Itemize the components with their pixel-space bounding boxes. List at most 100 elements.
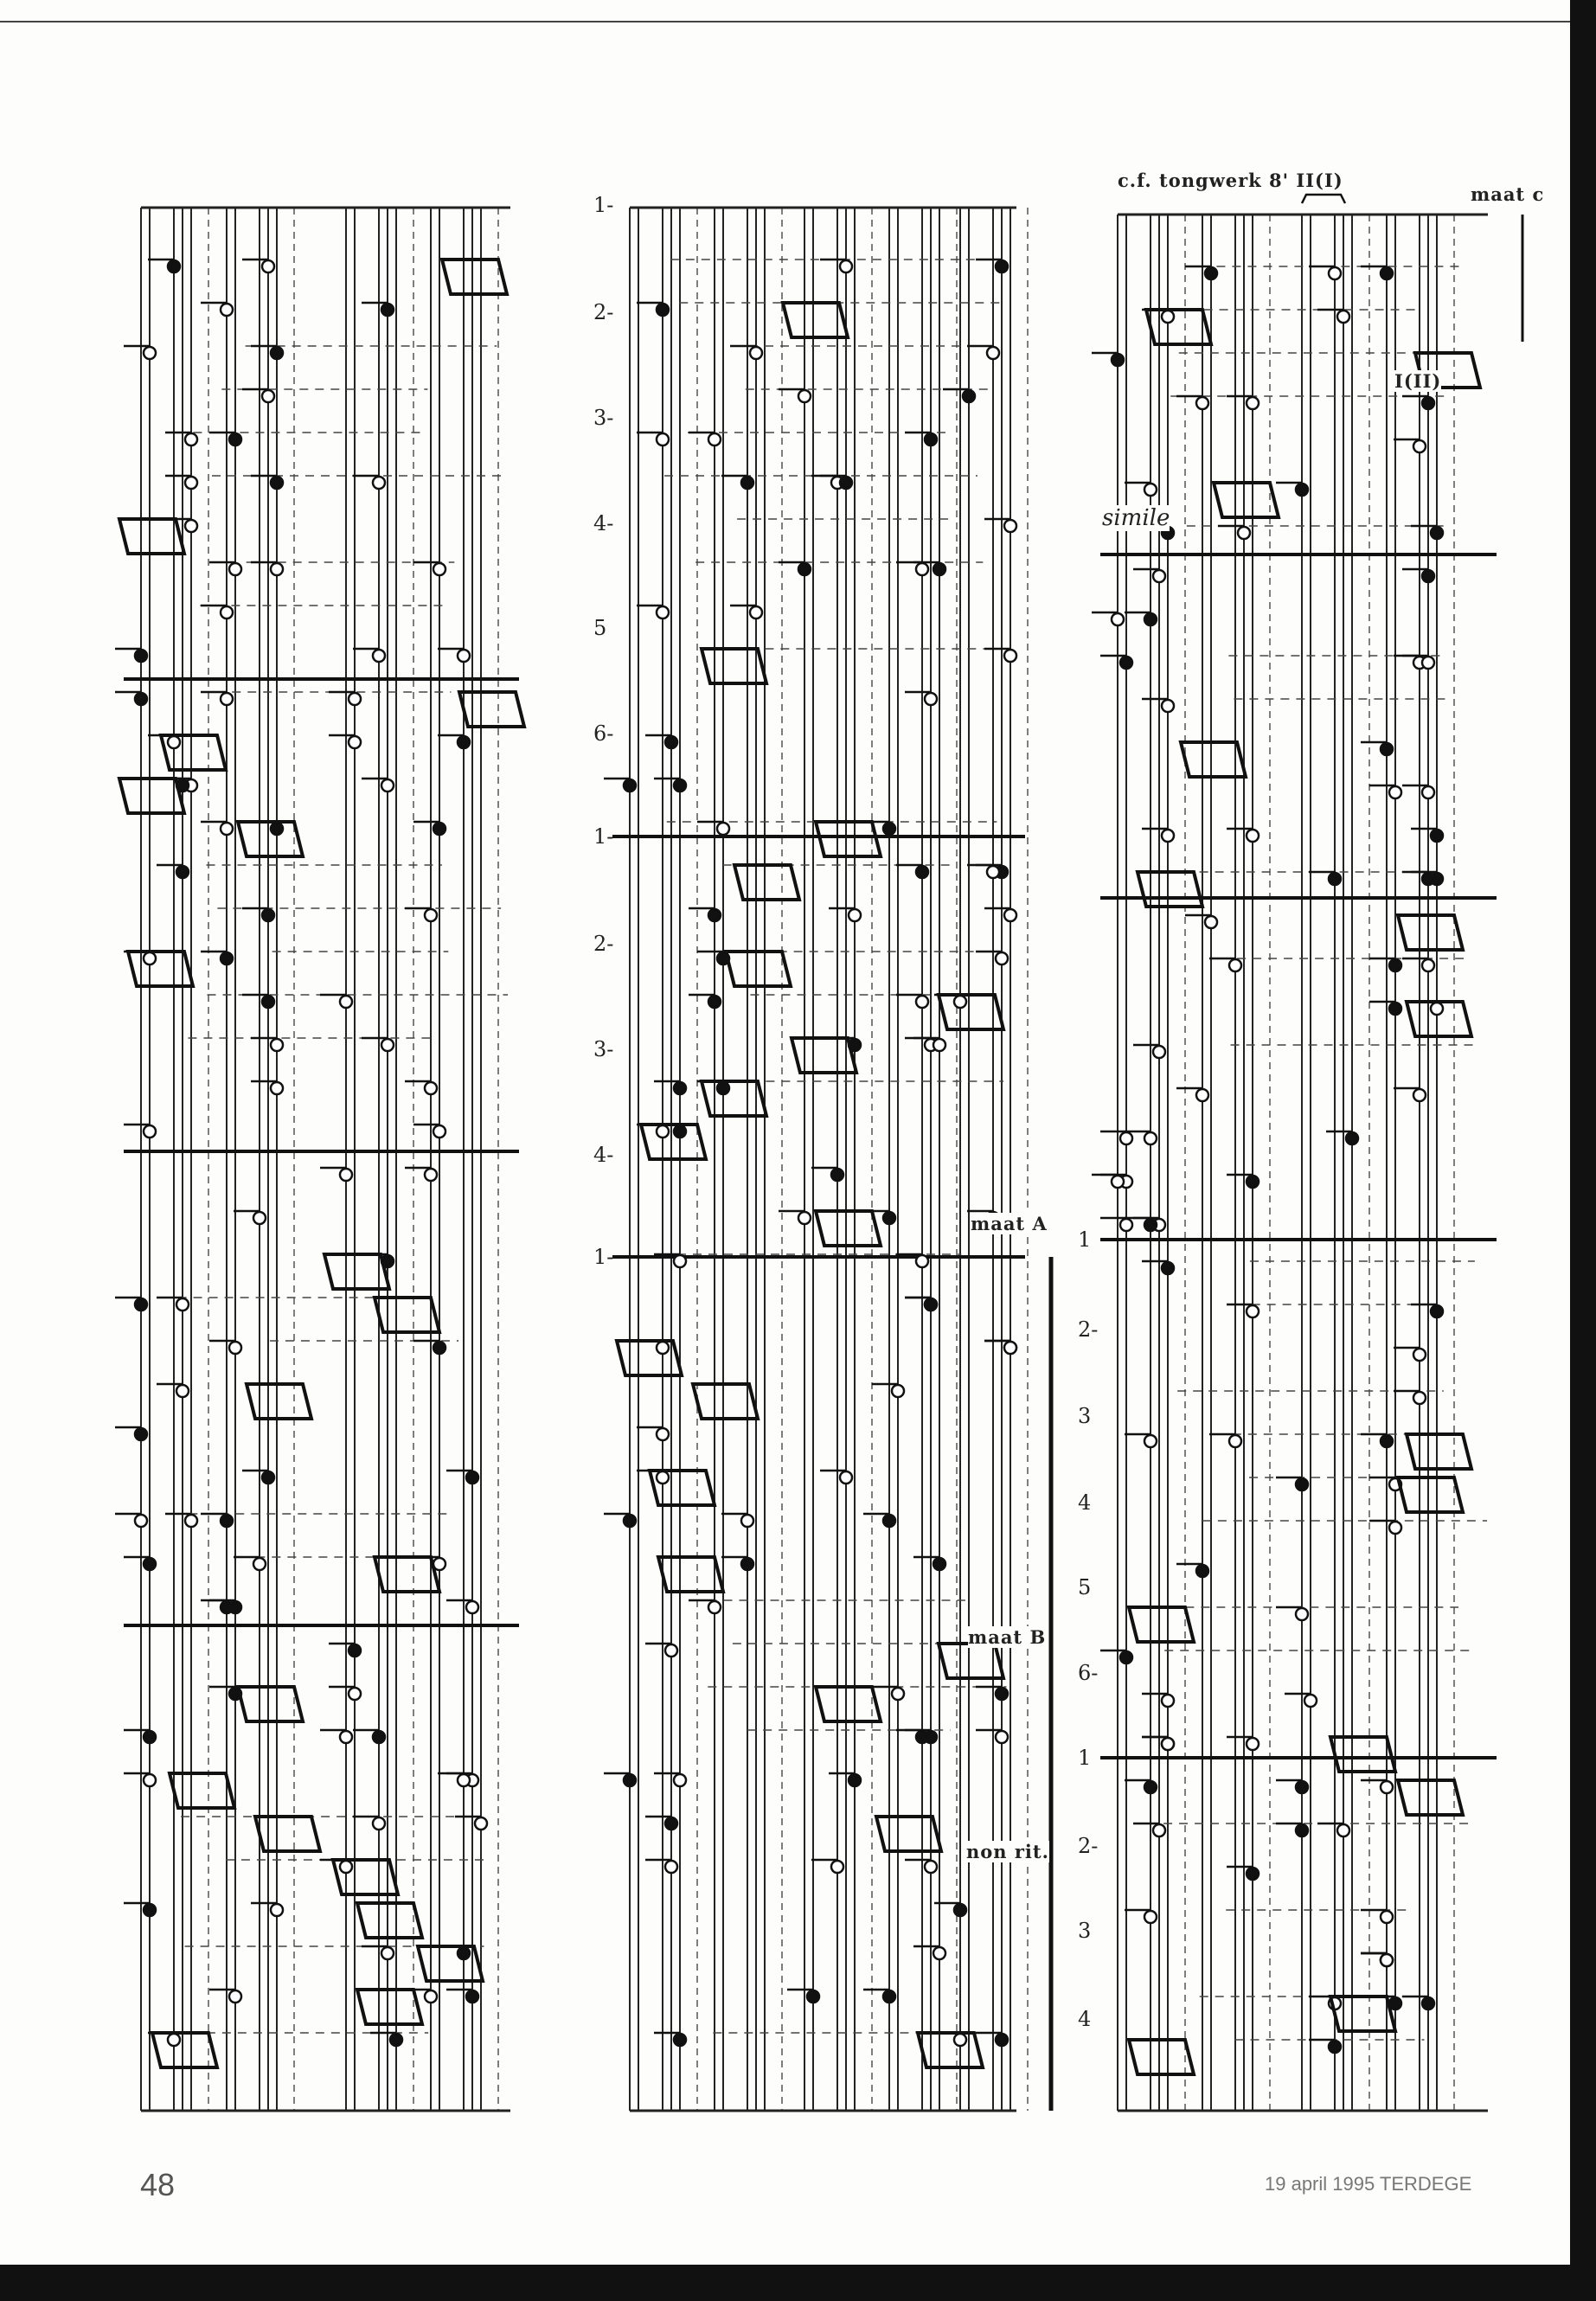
- white-key-note: [797, 1210, 812, 1226]
- black-key-note: [166, 259, 182, 274]
- white-key-note: [655, 605, 670, 620]
- black-key-note: [740, 1556, 755, 1572]
- chord-beam: [1395, 913, 1465, 952]
- chord-beam: [813, 1685, 883, 1723]
- measure-b-label: maat B: [968, 1626, 1047, 1648]
- white-key-note: [847, 907, 862, 923]
- black-key-note: [1379, 741, 1394, 757]
- black-key-note: [994, 1686, 1010, 1702]
- black-key-note: [1420, 1996, 1436, 2011]
- white-key-note: [985, 345, 1001, 361]
- black-key-note: [1294, 1779, 1310, 1795]
- chord-beam: [1211, 481, 1281, 519]
- black-key-note: [672, 778, 688, 793]
- white-key-note: [1429, 1001, 1445, 1016]
- white-key-note: [715, 821, 731, 836]
- chord-beam: [117, 517, 187, 555]
- white-key-note: [432, 561, 447, 577]
- chord-beam: [1144, 308, 1214, 346]
- black-key-note: [830, 1167, 845, 1183]
- black-key-note: [133, 648, 149, 663]
- chord-beam: [330, 1858, 401, 1896]
- chord-beam: [235, 820, 305, 858]
- white-key-note: [1379, 1909, 1394, 1925]
- white-key-note: [655, 1426, 670, 1442]
- white-key-note: [1412, 439, 1427, 454]
- white-key-note: [663, 1859, 679, 1875]
- white-key-note: [175, 1297, 190, 1312]
- black-key-note: [1294, 1477, 1310, 1492]
- chord-beam: [439, 258, 510, 296]
- white-key-note: [219, 691, 234, 707]
- white-key-note: [380, 1945, 395, 1961]
- black-key-note: [456, 734, 471, 750]
- black-key-note: [1143, 612, 1158, 627]
- black-key-note: [881, 1989, 897, 2004]
- white-key-note: [183, 475, 199, 490]
- white-key-note: [228, 561, 243, 577]
- white-key-note: [838, 259, 854, 274]
- white-key-note: [269, 1080, 285, 1096]
- white-key-note: [1379, 1779, 1394, 1795]
- chord-beam: [150, 2031, 220, 2069]
- beat-number: 6-: [593, 721, 614, 746]
- white-key-note: [994, 951, 1010, 966]
- white-key-note: [890, 1686, 906, 1702]
- black-key-note: [1388, 1001, 1403, 1016]
- white-key-note: [994, 1729, 1010, 1745]
- white-key-note: [672, 1253, 688, 1269]
- chord-beam: [457, 690, 527, 728]
- white-key-note: [1110, 612, 1125, 627]
- beat-number: 1-: [593, 824, 614, 849]
- beat-number: 2-: [1078, 1834, 1099, 1858]
- black-key-note: [432, 821, 447, 836]
- black-key-note: [432, 1340, 447, 1356]
- white-key-note: [1388, 1520, 1403, 1535]
- black-key-note: [260, 994, 276, 1009]
- black-key-note: [1420, 395, 1436, 411]
- beat-number: 2-: [593, 932, 614, 956]
- chord-beam: [253, 1815, 323, 1853]
- white-key-note: [932, 1945, 947, 1961]
- white-key-note: [655, 1124, 670, 1139]
- white-key-note: [1003, 907, 1018, 923]
- white-key-note: [1245, 395, 1260, 411]
- chord-beam: [699, 1080, 769, 1118]
- black-key-note: [914, 864, 930, 880]
- black-key-note: [380, 302, 395, 317]
- black-key-note: [260, 1470, 276, 1485]
- white-key-note: [252, 1210, 267, 1226]
- black-key-note: [1143, 1779, 1158, 1795]
- white-key-note: [347, 691, 362, 707]
- chord-beam: [699, 647, 769, 685]
- chord-beam: [638, 1123, 708, 1161]
- chord-beam: [656, 1555, 726, 1593]
- black-key-note: [1245, 1866, 1260, 1881]
- white-key-note: [142, 951, 157, 966]
- white-key-note: [1245, 1736, 1260, 1752]
- white-key-note: [166, 734, 182, 750]
- white-key-note: [1143, 1433, 1158, 1449]
- black-key-note: [388, 2032, 404, 2048]
- white-key-note: [423, 1167, 439, 1183]
- black-key-note: [952, 1902, 968, 1918]
- white-key-note: [1336, 309, 1351, 324]
- white-key-note: [1245, 828, 1260, 843]
- white-key-note: [740, 1513, 755, 1529]
- chord-beam: [355, 1901, 425, 1939]
- black-key-note: [994, 259, 1010, 274]
- beat-number: 3-: [593, 1037, 614, 1061]
- white-key-note: [748, 605, 764, 620]
- beat-number: 5: [1078, 1575, 1092, 1599]
- black-key-note: [923, 1729, 939, 1745]
- chord-beam: [874, 1815, 944, 1853]
- white-key-note: [1151, 1823, 1167, 1838]
- black-key-note: [1203, 266, 1219, 281]
- white-key-note: [260, 388, 276, 404]
- chord-beam: [355, 1988, 425, 2026]
- black-key-note: [142, 1729, 157, 1745]
- beat-number: 4-: [593, 1143, 614, 1167]
- black-key-note: [622, 1772, 638, 1788]
- white-key-note: [183, 432, 199, 447]
- white-key-note: [371, 1816, 387, 1831]
